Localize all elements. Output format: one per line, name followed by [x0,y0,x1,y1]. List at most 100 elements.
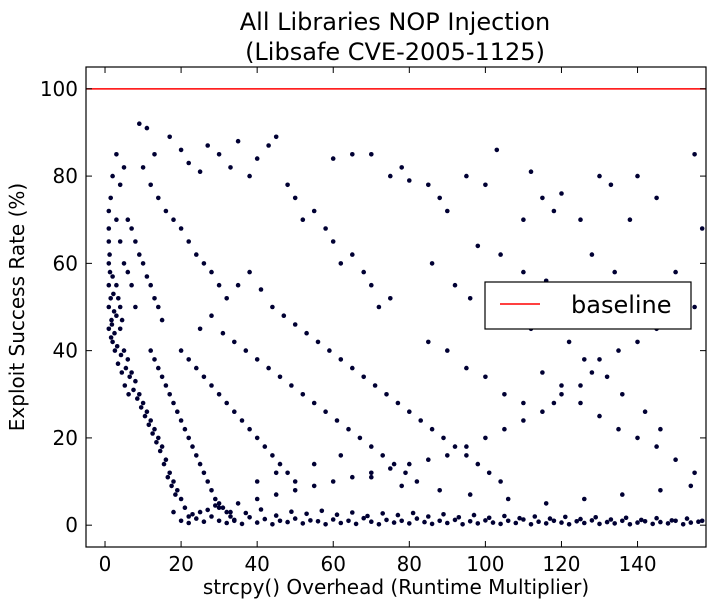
data-point [266,365,271,371]
data-point [232,339,237,345]
data-point [505,518,511,524]
data-point [612,521,617,526]
legend: baseline [484,281,692,330]
data-point [395,400,401,406]
data-point [110,173,115,179]
data-point [654,444,659,449]
data-point [197,326,203,332]
data-point [273,513,279,518]
data-point [338,453,344,458]
data-point [163,457,169,463]
data-point [692,470,697,476]
data-point [361,269,367,275]
data-point [635,435,640,441]
data-point [426,514,431,519]
data-point [118,352,124,358]
data-point [133,304,138,310]
data-point [350,252,355,257]
data-point [673,518,678,524]
data-point [270,522,275,527]
data-point [536,519,541,524]
data-point [167,134,172,140]
data-point [247,269,252,275]
data-point [612,269,617,275]
data-point [399,165,405,170]
data-point [330,239,336,244]
data-point [654,195,659,201]
data-point [106,208,112,214]
data-point [273,492,279,497]
data-point [178,496,184,502]
data-point [437,195,443,201]
data-point [111,291,116,297]
data-point [262,444,268,449]
data-point [475,243,481,249]
data-point [353,521,359,527]
data-point [437,488,443,493]
y-tick-label: 40 [53,339,78,363]
data-point [369,282,374,288]
axis-ticks: 0 20 40 60 80 100 120 140 0 20 40 60 80 100 [40,67,706,576]
data-point [452,517,458,523]
data-point [441,512,446,517]
data-point [175,488,180,493]
data-point [138,405,144,410]
data-point [127,374,132,380]
data-point [551,208,557,214]
data-point [152,357,157,362]
data-point [369,444,374,449]
data-point [308,518,313,523]
data-point [106,304,112,310]
data-point [254,357,260,362]
data-point [106,239,112,244]
data-point [688,483,694,489]
data-point [129,282,134,288]
data-point [380,453,386,458]
data-point [407,521,412,526]
data-point [338,261,344,266]
data-point [216,518,222,524]
data-point [190,444,195,449]
data-point [418,418,424,423]
data-point [117,304,123,310]
data-point [319,508,325,514]
data-point [119,370,125,375]
data-point [330,517,336,522]
data-point [243,510,249,516]
data-point [589,252,595,257]
data-point [281,313,287,319]
data-point [623,515,629,521]
data-point [369,152,374,157]
data-point [654,515,659,521]
data-point [582,496,587,502]
data-point [559,392,564,397]
data-point [163,208,169,214]
data-point [311,208,317,214]
data-point [194,365,199,371]
x-tick-label: 120 [542,552,580,576]
data-point [475,521,481,526]
data-point [137,121,142,126]
data-point [597,413,602,419]
data-point [159,444,165,449]
data-point [197,509,203,515]
data-point [254,435,260,441]
data-point [616,348,621,353]
data-point [350,510,355,515]
x-tick-label: 20 [168,552,193,576]
data-point [391,520,397,525]
data-point [517,515,522,521]
data-point [699,518,705,524]
data-point [699,226,705,231]
data-point [125,217,131,222]
data-point [528,522,534,527]
data-point [173,492,178,497]
data-point [159,374,165,380]
data-point [216,505,222,511]
data-point [642,409,648,415]
data-point [182,426,188,432]
data-point [426,339,431,345]
data-point [254,496,260,502]
